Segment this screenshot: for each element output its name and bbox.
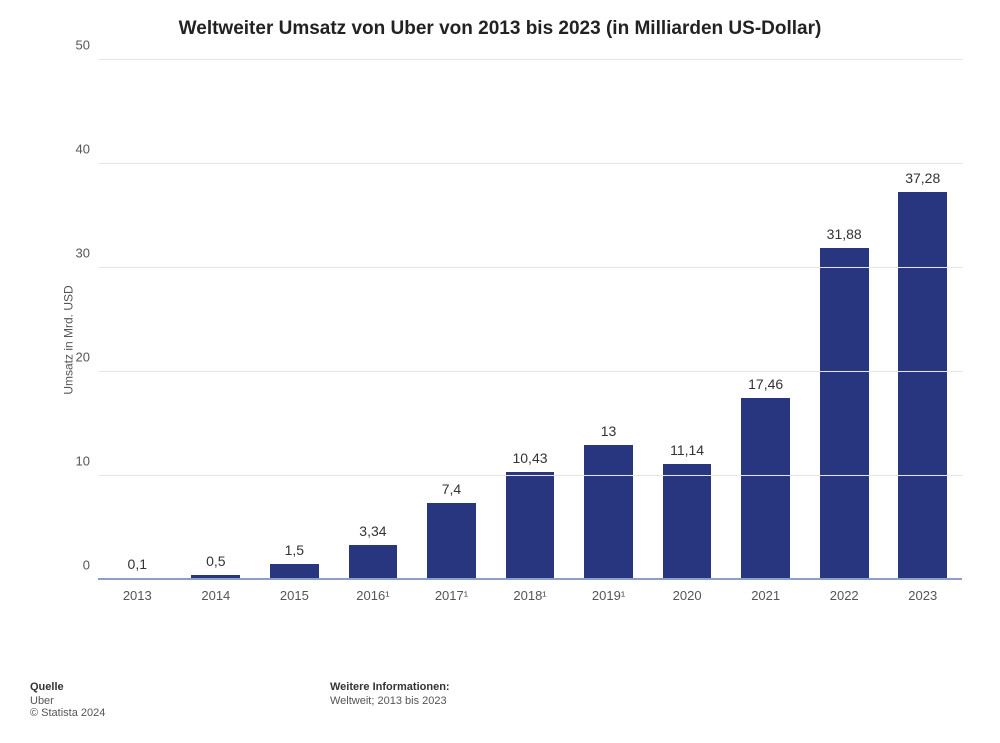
y-axis-label: Umsatz in Mrd. USD	[62, 285, 76, 394]
bar-value-label: 1,5	[285, 542, 304, 564]
bar-slot: 0,5	[177, 60, 256, 580]
y-tick-label: 0	[83, 558, 98, 573]
bar-slot: 1,5	[255, 60, 334, 580]
y-tick-label: 30	[76, 246, 98, 261]
grid-line	[98, 371, 962, 372]
x-tick-label: 2020	[648, 580, 727, 620]
bar-slot: 7,4	[412, 60, 491, 580]
bar-slot: 31,88	[805, 60, 884, 580]
bar-slot: 3,34	[334, 60, 413, 580]
y-tick-label: 40	[76, 142, 98, 157]
chart-footer: Quelle Uber © Statista 2024 Weitere Info…	[30, 681, 970, 719]
x-tick-label: 2023	[883, 580, 962, 620]
bar-slot: 17,46	[726, 60, 805, 580]
bar: 13	[584, 445, 633, 580]
grid-line	[98, 59, 962, 60]
grid-line	[98, 475, 962, 476]
bar-value-label: 0,5	[206, 553, 225, 575]
grid-line	[98, 267, 962, 268]
bar-slot: 13	[569, 60, 648, 580]
y-tick-label: 50	[76, 38, 98, 53]
x-tick-label: 2022	[805, 580, 884, 620]
chart-title: Weltweiter Umsatz von Uber von 2013 bis …	[0, 0, 1000, 50]
y-tick-label: 10	[76, 454, 98, 469]
copyright-line: © Statista 2024	[30, 707, 330, 719]
x-tick-label: 2013	[98, 580, 177, 620]
bar: 17,46	[741, 398, 790, 580]
chart-area: Umsatz in Mrd. USD 0,1 0,5 1,5 3,34 7,4 10,43…	[52, 60, 972, 620]
x-axis-ticks: 2013201420152016¹2017¹2018¹2019¹20202021…	[98, 580, 962, 620]
bar-value-label: 13	[601, 423, 617, 445]
x-tick-label: 2016¹	[334, 580, 413, 620]
plot-region: 0,1 0,5 1,5 3,34 7,4 10,43 13 11,14 17,46 31,88 37…	[98, 60, 962, 580]
bar-slot: 11,14	[648, 60, 727, 580]
bar-value-label: 11,14	[670, 442, 704, 464]
bar: 31,88	[820, 248, 869, 580]
x-tick-label: 2018¹	[491, 580, 570, 620]
source-heading: Quelle	[30, 681, 330, 693]
bars-container: 0,1 0,5 1,5 3,34 7,4 10,43 13 11,14 17,46 31,88 37…	[98, 60, 962, 580]
bar-value-label: 0,1	[128, 556, 147, 578]
x-tick-label: 2015	[255, 580, 334, 620]
bar-value-label: 17,46	[748, 376, 783, 398]
x-tick-label: 2021	[726, 580, 805, 620]
x-tick-label: 2017¹	[412, 580, 491, 620]
bar: 11,14	[663, 464, 712, 580]
bar-value-label: 7,4	[442, 481, 461, 503]
x-tick-label: 2014	[177, 580, 256, 620]
bar-slot: 10,43	[491, 60, 570, 580]
bar: 10,43	[506, 472, 555, 580]
y-tick-label: 20	[76, 350, 98, 365]
bar-slot: 0,1	[98, 60, 177, 580]
bar-value-label: 31,88	[827, 226, 862, 248]
grid-line	[98, 163, 962, 164]
bar-value-label: 3,34	[359, 523, 386, 545]
bar-value-label: 10,43	[512, 450, 547, 472]
bar: 3,34	[349, 545, 398, 580]
bar-slot: 37,28	[883, 60, 962, 580]
info-heading: Weitere Informationen:	[330, 681, 970, 693]
bar: 37,28	[898, 192, 947, 580]
source-line: Uber	[30, 695, 330, 707]
bar: 7,4	[427, 503, 476, 580]
x-tick-label: 2019¹	[569, 580, 648, 620]
bar-value-label: 37,28	[905, 170, 940, 192]
info-line: Weltweit; 2013 bis 2023	[330, 695, 970, 707]
